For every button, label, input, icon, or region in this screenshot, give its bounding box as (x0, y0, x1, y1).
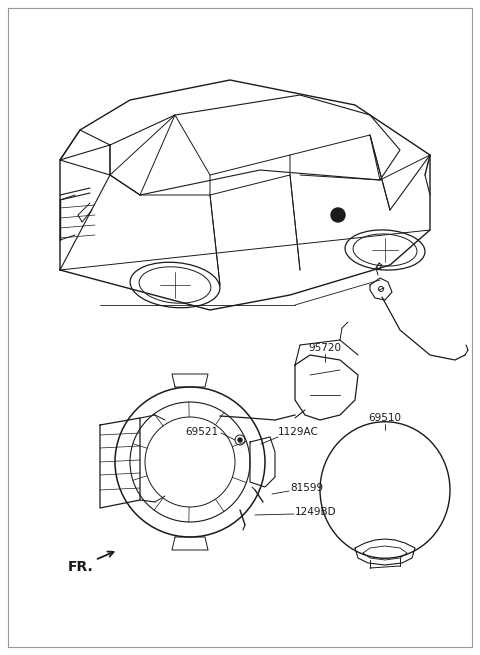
Text: 1249BD: 1249BD (295, 507, 336, 517)
Circle shape (238, 438, 242, 442)
Text: 69510: 69510 (369, 413, 401, 423)
Text: FR.: FR. (68, 560, 94, 574)
Text: 69521: 69521 (185, 427, 218, 437)
Text: 81599: 81599 (290, 483, 323, 493)
Text: 1129AC: 1129AC (278, 427, 319, 437)
Circle shape (331, 208, 345, 222)
Text: 95720: 95720 (309, 343, 341, 353)
